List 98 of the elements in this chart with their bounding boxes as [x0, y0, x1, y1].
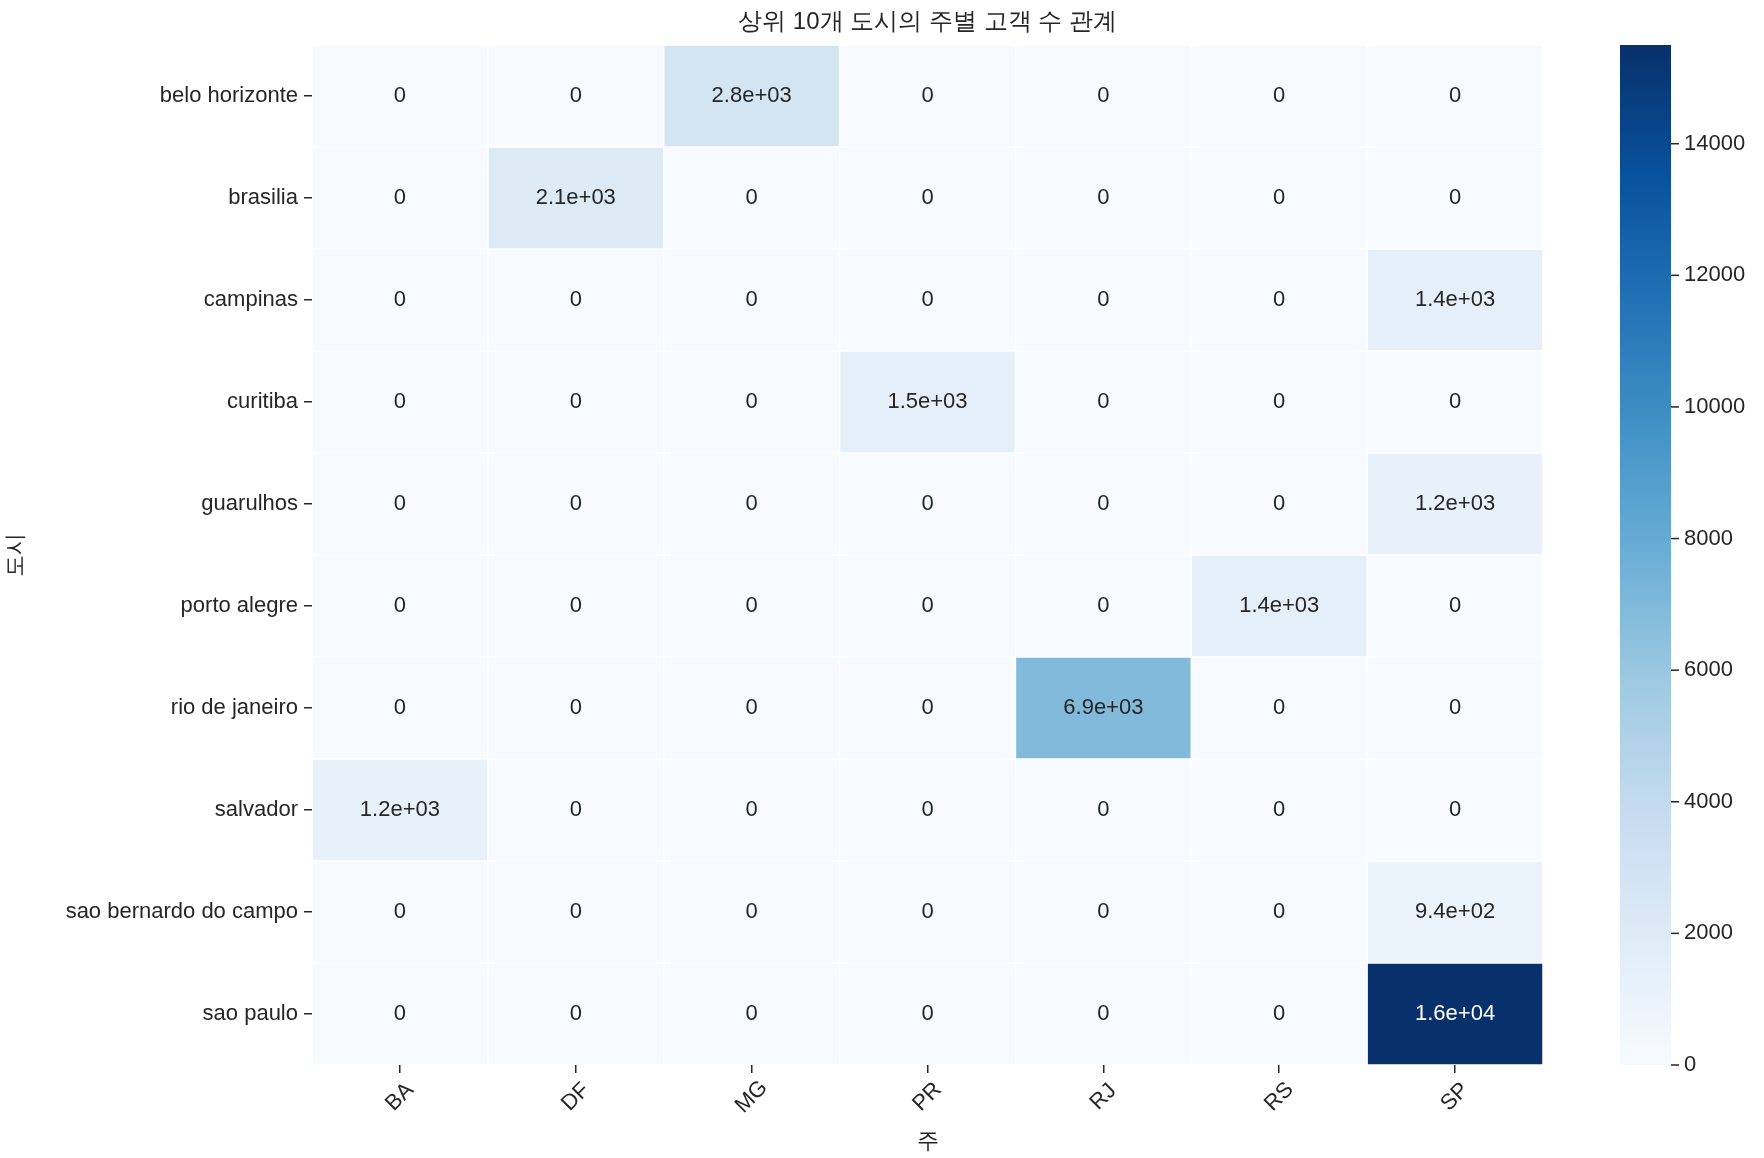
data-label: 0 — [569, 490, 582, 516]
data-label: 0 — [745, 694, 758, 720]
data-label: 0 — [1448, 592, 1462, 618]
data-label: 1.2e+03 — [1415, 490, 1496, 516]
data-label: 0 — [1273, 898, 1286, 924]
data-label: 0 — [1097, 1000, 1110, 1026]
data-label: 0 — [1273, 796, 1286, 822]
x-tick-label: BA — [379, 1076, 419, 1116]
data-label: 0 — [569, 898, 582, 924]
color-bar-label: 14000 — [1684, 129, 1746, 155]
data-label: 2.8e+03 — [711, 82, 792, 108]
data-label: 0 — [1273, 490, 1286, 516]
data-label: 0 — [921, 796, 934, 822]
data-label: 0 — [1448, 796, 1462, 822]
data-label: 0 — [393, 592, 407, 618]
data-label: 0 — [745, 898, 758, 924]
data-label: 1.4e+03 — [1239, 592, 1320, 618]
data-label: 1.6e+04 — [1415, 1000, 1496, 1026]
color-bar-label: 8000 — [1684, 524, 1733, 550]
y-tick-label: salvador — [214, 796, 298, 822]
y-tick-label: campinas — [203, 286, 298, 312]
data-label: 0 — [1448, 694, 1462, 720]
data-label: 0 — [569, 388, 582, 414]
data-label: 0 — [1097, 796, 1110, 822]
x-tick-label: RJ — [1083, 1077, 1121, 1115]
data-label: 0 — [569, 1000, 582, 1026]
data-label: 6.9e+03 — [1063, 694, 1144, 720]
data-label: 0 — [393, 1000, 407, 1026]
data-label: 0 — [921, 490, 934, 516]
data-label: 0 — [393, 490, 407, 516]
y-tick-label: sao paulo — [202, 1000, 298, 1026]
data-label: 0 — [1273, 82, 1286, 108]
data-label: 2.1e+03 — [535, 184, 616, 210]
data-label: 0 — [1097, 184, 1110, 210]
data-label: 1.4e+03 — [1415, 286, 1496, 312]
data-label: 0 — [569, 286, 582, 312]
data-label: 0 — [1097, 898, 1110, 924]
data-label: 0 — [1448, 82, 1462, 108]
data-label: 0 — [393, 184, 407, 210]
data-label: 0 — [569, 592, 582, 618]
data-label: 0 — [569, 796, 582, 822]
data-label: 0 — [393, 82, 407, 108]
data-label: 0 — [745, 286, 758, 312]
data-label: 0 — [745, 184, 758, 210]
data-label: 0 — [745, 592, 758, 618]
y-tick-label: rio de janeiro — [170, 694, 298, 720]
color-bar-label: 4000 — [1684, 787, 1733, 813]
data-label: 0 — [745, 1000, 758, 1026]
data-label: 0 — [393, 286, 407, 312]
data-label: 0 — [745, 796, 758, 822]
y-tick-label: porto alegre — [180, 592, 298, 618]
data-label: 0 — [569, 694, 582, 720]
chart-title: 상위 10개 도시의 주별 고객 수 관계 — [738, 6, 1117, 34]
y-tick-label: belo horizonte — [159, 82, 298, 108]
data-label: 0 — [745, 388, 758, 414]
color-bar-label: 2000 — [1684, 919, 1733, 945]
data-label: 0 — [1448, 184, 1462, 210]
data-label: 0 — [921, 82, 934, 108]
data-label: 0 — [393, 388, 407, 414]
y-tick-label: brasilia — [228, 184, 299, 210]
x-tick-label: DF — [555, 1076, 594, 1116]
color-bar-label: 10000 — [1684, 393, 1746, 418]
y-axis-title: 도시 — [2, 533, 28, 577]
data-label: 0 — [1097, 490, 1110, 516]
data-label: 0 — [1273, 388, 1286, 414]
y-tick-label: curitiba — [227, 388, 299, 414]
x-axis-title: 주 — [916, 1128, 939, 1154]
data-label: 0 — [393, 898, 407, 924]
data-label: 0 — [569, 82, 582, 108]
x-tick-label: RS — [1258, 1076, 1298, 1116]
data-label: 0 — [1097, 286, 1110, 312]
data-label: 0 — [921, 184, 934, 210]
data-label: 0 — [1273, 1000, 1286, 1026]
data-label: 0 — [1097, 82, 1110, 108]
x-tick-label: MG — [729, 1074, 772, 1118]
color-bar-label: 0 — [1684, 1051, 1697, 1077]
data-label: 0 — [1097, 388, 1110, 414]
color-bar-label: 6000 — [1684, 656, 1733, 682]
data-label: 0 — [921, 898, 934, 924]
data-label: 0 — [921, 592, 934, 618]
data-label: 0 — [393, 694, 407, 720]
x-tick-label: PR — [906, 1076, 947, 1116]
data-label: 0 — [1448, 388, 1462, 414]
data-label: 0 — [1273, 694, 1286, 720]
data-label: 0 — [1273, 184, 1286, 210]
data-label: 9.4e+02 — [1415, 898, 1496, 924]
data-label: 0 — [745, 490, 758, 516]
y-tick-label: sao bernardo do campo — [65, 898, 298, 924]
data-label: 0 — [921, 286, 934, 312]
data-label: 1.5e+03 — [887, 388, 968, 414]
y-tick-label: guarulhos — [201, 490, 298, 516]
data-label: 0 — [1273, 286, 1286, 312]
color-bar-label: 12000 — [1684, 261, 1746, 287]
data-label: 1.2e+03 — [359, 796, 440, 822]
data-label: 0 — [1097, 592, 1110, 618]
data-label: 0 — [921, 1000, 934, 1026]
data-label: 0 — [921, 694, 934, 720]
x-tick-label: SP — [1434, 1076, 1474, 1116]
